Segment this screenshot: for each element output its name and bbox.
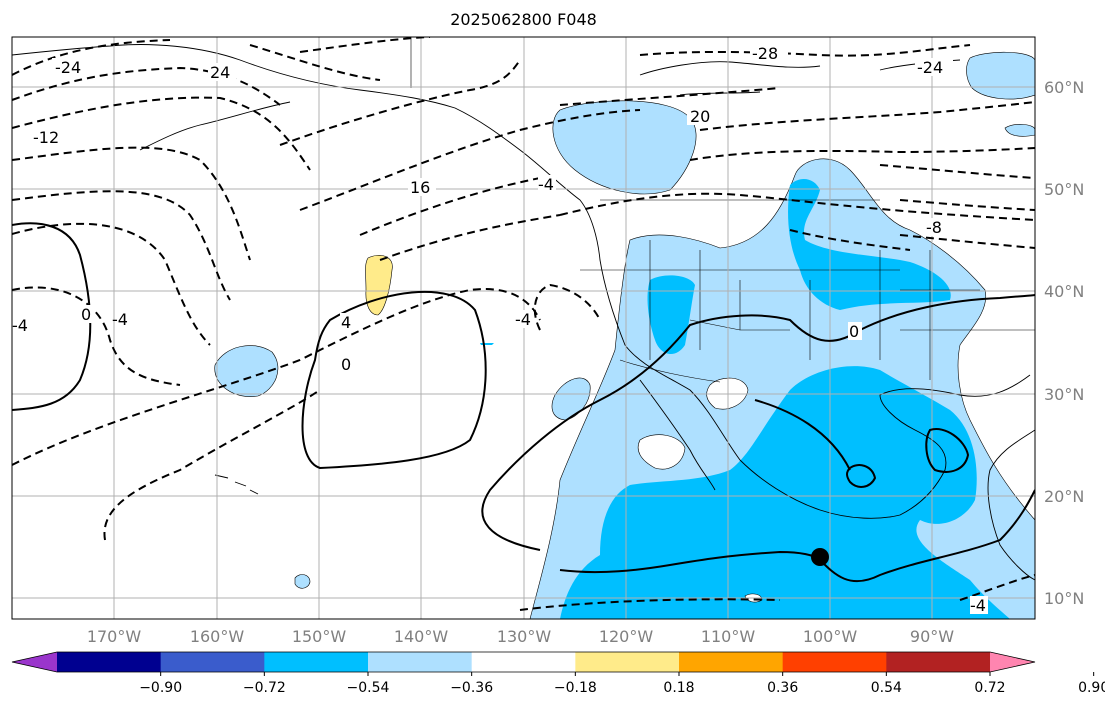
colorbar-extend-low (12, 652, 57, 672)
borders (410, 37, 1035, 383)
colorbar-segment (471, 652, 576, 672)
contour-label-13: -24 (917, 58, 943, 77)
colorbar-extend-high (990, 652, 1035, 672)
colorbar-segment (886, 652, 991, 672)
contour-label-9: -4 (112, 310, 128, 329)
contour-label-8: 0 (341, 355, 351, 374)
contour-label-12: -28 (752, 44, 778, 63)
contour-label-4: 16 (410, 178, 430, 197)
shade-pacific-west (214, 345, 279, 397)
lon-label: 140°W (394, 627, 449, 646)
colorbar-tick-label: −0.18 (554, 680, 597, 696)
colorbar-tick-label: 0.72 (974, 680, 1005, 696)
colorbar-tick-label: 0.90 (1078, 680, 1105, 696)
contour-labels: -24 24 -12 16 4 -4 0 0 -4 0 20 -28 -24 (12, 44, 988, 615)
shading-blue (560, 178, 1010, 619)
lon-label: 130°W (497, 627, 552, 646)
colorbar: −0.90 −0.72 −0.54 −0.36 −0.18 0.18 0.36 0.54 0.7… (11, 651, 1105, 696)
negative-contours (12, 37, 1035, 611)
colorbar-tick-label: 0.18 (663, 680, 694, 696)
shade-atlantic-east (1004, 124, 1035, 137)
contour-label-6: -4 (12, 316, 28, 335)
map-frame (11, 36, 1036, 620)
lon-label: 110°W (701, 627, 756, 646)
contour-label-17: -4 (970, 596, 986, 615)
lat-label: 40°N (1044, 282, 1084, 301)
lat-label: 20°N (1044, 487, 1084, 506)
colorbar-tick-label: −0.90 (139, 680, 182, 696)
lon-label: 150°W (292, 627, 347, 646)
shade-pacific-small (294, 574, 311, 589)
colorbar-tick-label: −0.72 (243, 680, 286, 696)
lon-label: 120°W (599, 627, 654, 646)
colorbar-segment (782, 652, 887, 672)
colorbar-segment (679, 652, 784, 672)
map-title: 2025062800 F048 (450, 10, 597, 29)
contour-label-15: -4 (515, 310, 531, 329)
contour-label-16: -4 (538, 175, 554, 194)
lon-label: 160°W (190, 627, 245, 646)
colorbar-outline (11, 651, 1036, 673)
lon-label: 170°W (87, 627, 142, 646)
lon-label: 100°W (803, 627, 858, 646)
colorbar-tick-label: 0.54 (871, 680, 902, 696)
contour-label-10: 0 (849, 322, 859, 341)
shade-small-blue (480, 343, 494, 345)
contour-label-1: -24 (55, 58, 81, 77)
shade-white-hole-baja (637, 434, 686, 470)
colorbar-segment (368, 652, 473, 672)
shade-blue-mexico (560, 366, 1010, 619)
lon-axis: 170°W 160°W 150°W 140°W 130°W 120°W 110°… (87, 627, 954, 646)
colorbar-segment (264, 652, 369, 672)
contour-label-5: 4 (341, 313, 351, 332)
lat-label: 30°N (1044, 385, 1084, 404)
colorbar-tick-label: −0.36 (450, 680, 493, 696)
map-area: -24 24 -12 16 4 -4 0 0 -4 0 20 -28 -24 (12, 37, 1035, 619)
shade-blue-plains (788, 178, 951, 310)
colorbar-segment (575, 652, 680, 672)
contour-label-3: -12 (33, 128, 59, 147)
contour-label-2: 24 (210, 63, 230, 82)
lat-label: 50°N (1044, 180, 1084, 199)
lat-label: 10°N (1044, 589, 1084, 608)
colorbar-tick-label: −0.54 (347, 680, 390, 696)
contour-label-14: -8 (926, 218, 942, 237)
storm-center-dot (811, 548, 829, 566)
colorbar-segment (57, 652, 162, 672)
contour-label-11: 20 (690, 107, 710, 126)
lon-label: 90°W (910, 627, 954, 646)
colorbar-segment (160, 652, 265, 672)
lat-label: 60°N (1044, 78, 1084, 97)
colorbar-tick-label: 0.36 (767, 680, 798, 696)
contour-label-7: 0 (81, 305, 91, 324)
shade-alaska (552, 100, 697, 195)
lat-axis: 60°N 50°N 40°N 30°N 20°N 10°N (1044, 78, 1084, 608)
